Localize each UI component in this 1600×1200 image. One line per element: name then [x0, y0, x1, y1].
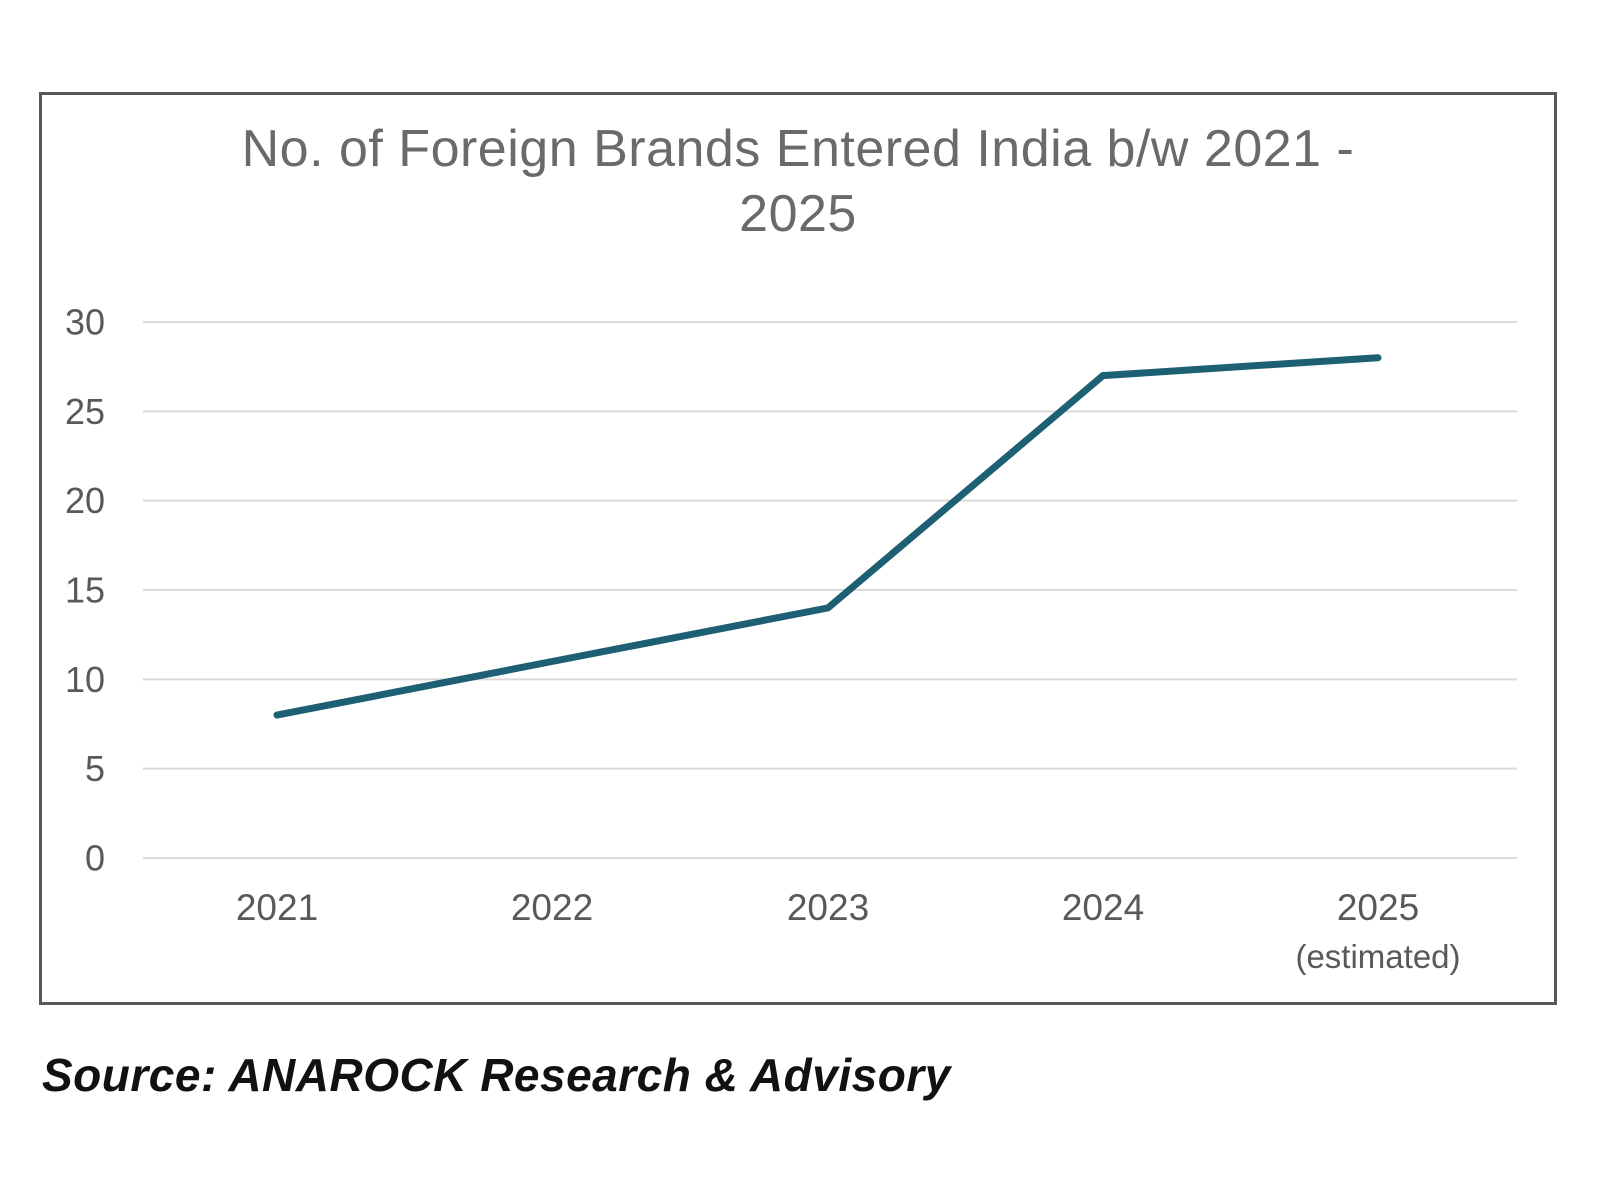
x-axis-tick-label: 2023 — [787, 887, 869, 928]
chart-title: No. of Foreign Brands Entered India b/w … — [42, 117, 1554, 247]
y-axis-tick-label: 20 — [65, 480, 105, 521]
chart-title-line-1: No. of Foreign Brands Entered India b/w … — [241, 120, 1355, 178]
y-axis-tick-label: 25 — [65, 391, 105, 432]
source-attribution: Source: ANAROCK Research & Advisory — [42, 1049, 951, 1101]
y-axis-tick-label: 5 — [85, 748, 105, 789]
chart-title-line-2: 2025 — [739, 185, 857, 243]
x-axis-sublabel: (estimated) — [1295, 938, 1460, 975]
y-axis-tick-label: 10 — [65, 659, 105, 700]
x-axis-tick-label: 2021 — [236, 887, 318, 928]
x-axis-tick-label: 2024 — [1062, 887, 1144, 928]
chart-frame: No. of Foreign Brands Entered India b/w … — [39, 92, 1557, 1005]
data-series-line — [273, 354, 1382, 719]
y-axis-tick-label: 15 — [65, 570, 105, 611]
x-axis-tick-label: 2022 — [511, 887, 593, 928]
y-axis-tick-label: 0 — [85, 838, 105, 879]
y-axis-tick-label: 30 — [65, 302, 105, 343]
x-axis-tick-label: 2025 — [1337, 887, 1419, 928]
